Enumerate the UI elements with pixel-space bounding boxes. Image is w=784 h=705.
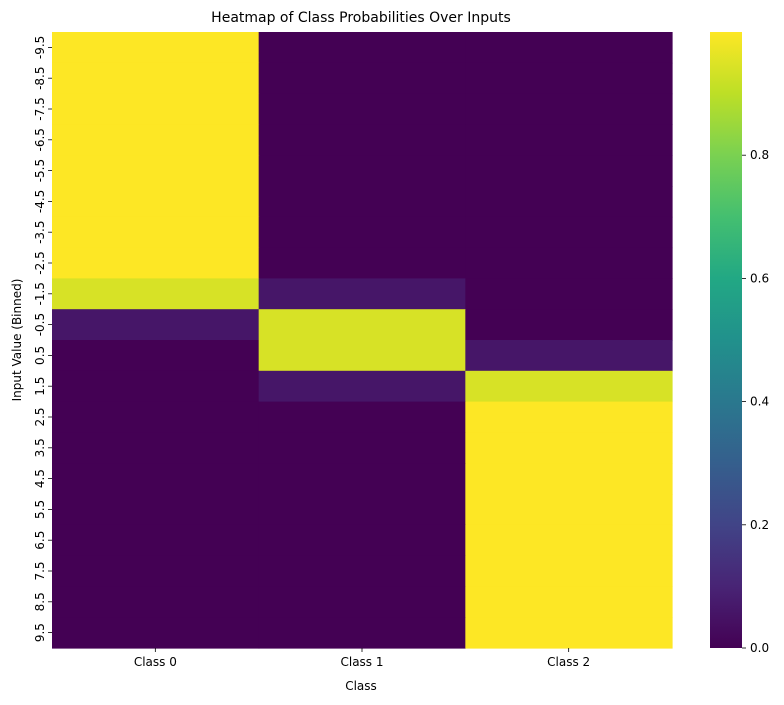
heatmap-cell [52,524,260,557]
heatmap-cell [52,340,260,372]
heatmap-cell [465,340,673,372]
y-tick-label: -8.5 [33,66,47,89]
colorbar-gradient [710,32,742,648]
y-tick-label: 3.5 [33,438,47,457]
y-tick-label: -9.5 [33,36,47,59]
heatmap-cell [465,586,673,618]
heatmap-cell [465,247,673,279]
y-tick-label: 9.5 [33,623,47,642]
colorbar-tick-label: 0.4 [750,395,769,409]
heatmap-cell [52,62,260,95]
heatmap-cell [465,524,673,557]
heatmap-cell [52,401,260,433]
heatmap-cell [52,155,260,187]
colorbar-tick-label: 0.0 [750,641,769,655]
heatmap-cell [52,186,260,218]
heatmap-cell [465,432,673,464]
heatmap-cell [258,370,466,403]
y-tick-label: -3.5 [33,220,47,243]
x-tick-label: Class 1 [340,655,383,669]
colorbar-tick-label: 0.2 [750,518,769,532]
heatmap-cell [52,309,260,341]
heatmap-cell [52,432,260,464]
heatmap-cell [52,278,260,310]
heatmap-cell [465,617,673,649]
heatmap-cell [52,494,260,526]
heatmap-cell [258,309,466,341]
heatmap-cell [465,124,673,156]
y-tick-label: -7.5 [33,97,47,120]
heatmap-cell [258,617,466,649]
colorbar-tick-label: 0.6 [750,271,769,285]
chart-title: Heatmap of Class Probabilities Over Inpu… [211,10,511,26]
x-tick-label: Class 0 [134,655,177,669]
heatmap-cell [52,247,260,279]
heatmap-cell [52,463,260,495]
colorbar: 0.0 0.2 0.4 0.6 0.8 [710,32,769,655]
heatmap-cell [465,370,673,403]
heatmap-cells [52,32,673,649]
heatmap-cell [465,62,673,95]
heatmap-cell [465,309,673,341]
heatmap-cell [258,432,466,464]
heatmap-cell [52,93,260,125]
heatmap-cell [52,370,260,403]
heatmap-cell [258,93,466,125]
heatmap-cell [52,617,260,649]
heatmap-cell [465,186,673,218]
heatmap-cell [52,586,260,618]
heatmap-cell [258,32,466,64]
heatmap-cell [465,93,673,125]
y-tick-label: 0.5 [33,346,47,365]
colorbar-tick-label: 0.8 [750,148,769,162]
heatmap-cell [258,216,466,249]
y-tick-label: 7.5 [33,561,47,580]
heatmap-cell [465,32,673,64]
heatmap-cell [465,155,673,187]
y-tick-label: 4.5 [33,469,47,488]
heatmap-cell [258,186,466,218]
x-axis-label: Class [345,679,377,693]
x-axis-ticks: Class 0 Class 1 Class 2 [134,648,590,669]
heatmap-cell [258,586,466,618]
x-tick-label: Class 2 [547,655,590,669]
y-axis-ticks: -9.5 -8.5 -7.5 -6.5 -5.5 -4.5 -3.5 -2.5 -1.5 -0.5… [33,36,52,642]
heatmap-cell [258,524,466,557]
y-tick-label: 6.5 [33,531,47,550]
y-tick-label: -5.5 [33,159,47,182]
heatmap-cell [258,555,466,587]
heatmap-cell [258,401,466,433]
colorbar-ticks: 0.0 0.2 0.4 0.6 0.8 [742,148,769,655]
heatmap-cell [52,555,260,587]
heatmap-cell [258,62,466,95]
y-tick-label: -2.5 [33,251,47,274]
heatmap-cell [465,401,673,433]
y-tick-label: 2.5 [33,407,47,426]
heatmap-cell [465,278,673,310]
heatmap-cell [258,463,466,495]
heatmap-cell [465,216,673,249]
heatmap-cell [258,124,466,156]
heatmap-cell [52,124,260,156]
heatmap-cell [258,247,466,279]
heatmap-cell [258,494,466,526]
heatmap-cell [258,340,466,372]
heatmap-cell [52,32,260,64]
heatmap-cell [52,216,260,249]
y-tick-label: -6.5 [33,128,47,151]
heatmap-cell [465,463,673,495]
heatmap-cell [258,155,466,187]
heatmap-cell [465,494,673,526]
y-tick-label: -0.5 [33,313,47,336]
y-axis-label: Input Value (Binned) [10,279,24,402]
y-tick-label: -4.5 [33,190,47,213]
heatmap-cell [465,555,673,587]
y-tick-label: -1.5 [33,282,47,305]
y-tick-label: 8.5 [33,592,47,611]
y-tick-label: 1.5 [33,377,47,396]
y-tick-label: 5.5 [33,500,47,519]
heatmap-cell [258,278,466,310]
